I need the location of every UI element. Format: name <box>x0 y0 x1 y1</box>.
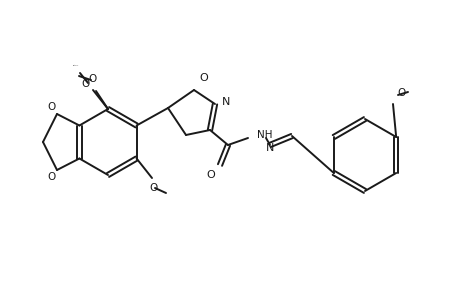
Text: O: O <box>396 88 404 98</box>
Text: N: N <box>265 143 274 153</box>
Text: O: O <box>89 74 97 84</box>
Text: O: O <box>199 73 207 83</box>
Text: methoxy: methoxy <box>73 64 79 66</box>
Text: NH: NH <box>257 130 272 140</box>
Text: N: N <box>222 97 230 107</box>
Text: O: O <box>48 172 56 182</box>
Text: O: O <box>82 79 90 89</box>
Text: O: O <box>206 170 214 180</box>
Text: O: O <box>48 102 56 112</box>
Text: O: O <box>150 183 158 193</box>
